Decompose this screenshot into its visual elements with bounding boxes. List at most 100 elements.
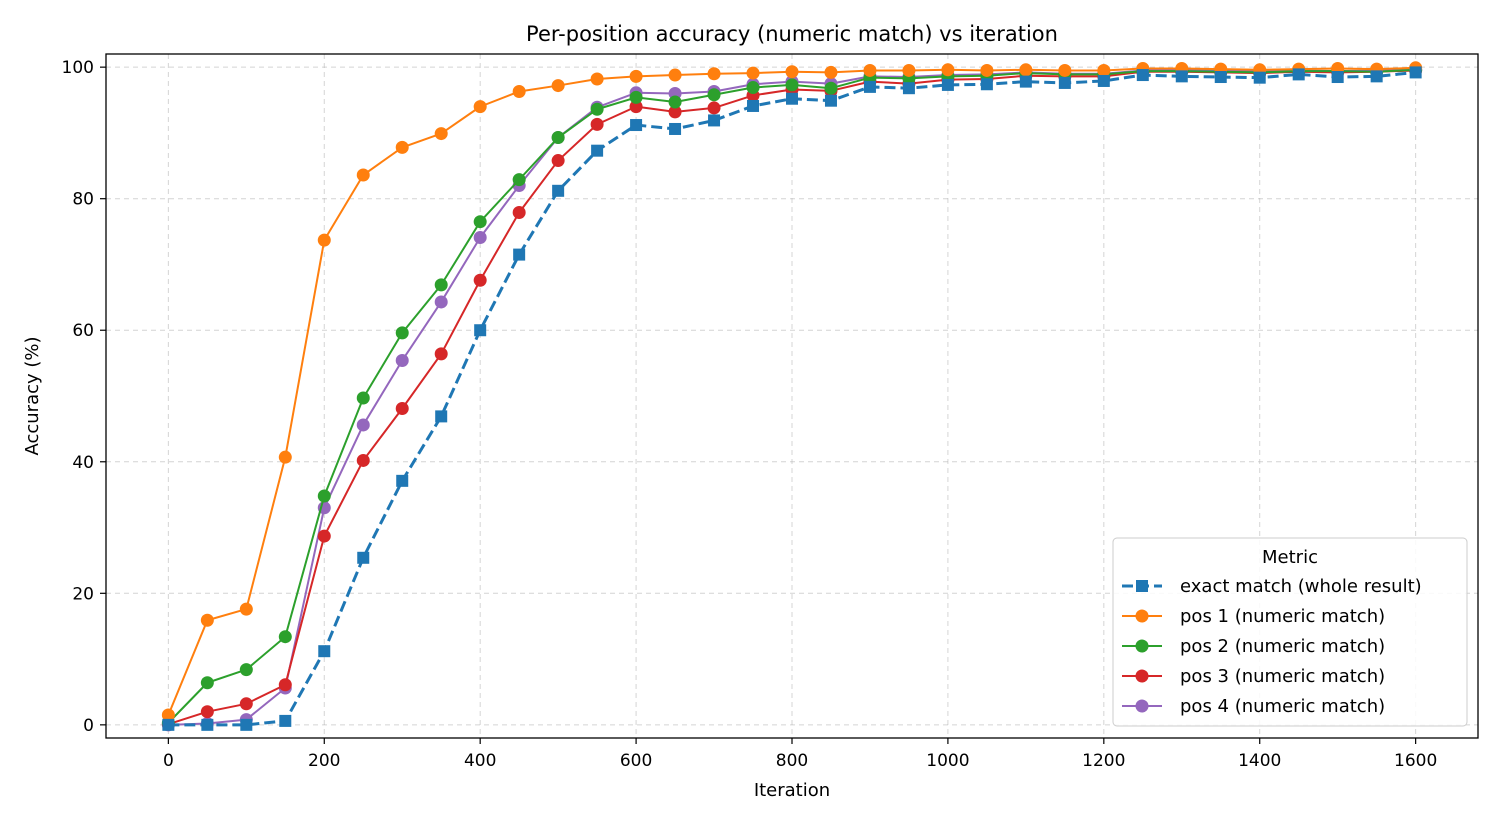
data-point bbox=[551, 154, 565, 168]
x-tick-label: 1400 bbox=[1238, 751, 1281, 771]
data-point bbox=[1253, 71, 1266, 84]
data-point bbox=[668, 105, 682, 119]
y-tick-label: 100 bbox=[62, 58, 94, 78]
x-tick-label: 200 bbox=[308, 751, 340, 771]
data-point bbox=[278, 450, 292, 464]
data-point bbox=[824, 65, 838, 79]
y-tick-label: 20 bbox=[72, 584, 94, 604]
legend-entry-2: pos 1 (numeric match) bbox=[1122, 606, 1385, 627]
data-point bbox=[239, 663, 253, 677]
series-2 bbox=[161, 61, 1423, 722]
data-point bbox=[629, 100, 643, 114]
y-tick-label: 60 bbox=[72, 321, 94, 341]
legend-marker bbox=[1135, 699, 1149, 713]
series-1 bbox=[162, 66, 1422, 731]
data-point bbox=[279, 714, 292, 727]
legend-entry-5: pos 4 (numeric match) bbox=[1122, 696, 1385, 717]
data-point bbox=[1058, 63, 1072, 77]
data-point bbox=[1175, 70, 1188, 83]
data-point bbox=[278, 630, 292, 644]
data-point bbox=[785, 78, 799, 92]
data-point bbox=[980, 78, 993, 91]
y-tick-label: 40 bbox=[72, 453, 94, 473]
data-point bbox=[200, 705, 214, 719]
data-point bbox=[434, 295, 448, 309]
data-point bbox=[668, 68, 682, 82]
data-point bbox=[356, 391, 370, 405]
axis-ticks: 0 200 400 600 800 1000 1200 1400 1600 0 20 40 60 80 10… bbox=[62, 58, 1438, 771]
data-point bbox=[318, 645, 331, 658]
data-point bbox=[473, 215, 487, 229]
data-point bbox=[512, 84, 526, 98]
data-point bbox=[1136, 69, 1149, 82]
data-point bbox=[473, 273, 487, 287]
data-point bbox=[941, 78, 954, 91]
data-point bbox=[629, 90, 643, 104]
data-point bbox=[357, 551, 370, 564]
x-tick-label: 1200 bbox=[1082, 751, 1125, 771]
data-point bbox=[1292, 68, 1305, 81]
data-point bbox=[434, 278, 448, 292]
series-group bbox=[161, 61, 1423, 732]
data-point bbox=[161, 708, 175, 722]
y-tick-label: 0 bbox=[83, 716, 94, 736]
data-point bbox=[1370, 70, 1383, 83]
data-point bbox=[707, 101, 721, 115]
data-point bbox=[239, 697, 253, 711]
data-point bbox=[1097, 74, 1110, 87]
data-point bbox=[902, 82, 915, 95]
data-point bbox=[707, 67, 721, 81]
data-point bbox=[395, 140, 409, 154]
data-point bbox=[434, 347, 448, 361]
data-point bbox=[395, 401, 409, 415]
legend-marker bbox=[1136, 580, 1148, 592]
y-tick-label: 80 bbox=[72, 190, 94, 210]
data-point bbox=[1058, 76, 1071, 89]
data-point bbox=[591, 144, 604, 157]
data-point bbox=[435, 410, 448, 423]
data-point bbox=[395, 326, 409, 340]
data-point bbox=[1214, 71, 1227, 84]
data-point bbox=[239, 602, 253, 616]
data-point bbox=[513, 248, 526, 261]
data-point bbox=[746, 81, 760, 95]
data-point bbox=[785, 65, 799, 79]
data-point bbox=[668, 95, 682, 109]
legend-label: pos 1 (numeric match) bbox=[1180, 606, 1385, 627]
data-point bbox=[551, 131, 565, 145]
x-tick-label: 600 bbox=[620, 751, 652, 771]
data-point bbox=[708, 114, 721, 127]
data-point bbox=[786, 92, 798, 105]
data-point bbox=[590, 102, 604, 116]
data-point bbox=[590, 117, 604, 131]
data-point bbox=[162, 718, 175, 731]
data-point bbox=[434, 127, 448, 141]
data-point bbox=[902, 63, 916, 77]
legend-label: pos 3 (numeric match) bbox=[1180, 666, 1385, 687]
data-point bbox=[396, 474, 409, 487]
data-point bbox=[1019, 75, 1032, 88]
data-point bbox=[863, 63, 877, 77]
legend-label: pos 4 (numeric match) bbox=[1180, 696, 1385, 717]
data-point bbox=[317, 529, 331, 543]
data-point bbox=[980, 63, 994, 77]
data-point bbox=[1019, 63, 1033, 77]
data-point bbox=[512, 173, 526, 187]
legend-label: exact match (whole result) bbox=[1180, 576, 1422, 597]
data-point bbox=[552, 184, 565, 197]
data-point bbox=[200, 676, 214, 690]
legend-entry-1: exact match (whole result) bbox=[1122, 576, 1422, 597]
data-point bbox=[941, 63, 955, 77]
legend-marker bbox=[1135, 609, 1149, 623]
x-tick-label: 1000 bbox=[926, 751, 969, 771]
data-point bbox=[630, 119, 643, 132]
data-point bbox=[824, 81, 838, 95]
legend-label: pos 2 (numeric match) bbox=[1180, 636, 1385, 657]
data-point bbox=[200, 613, 214, 627]
data-point bbox=[278, 678, 292, 692]
data-point bbox=[747, 99, 760, 112]
data-point bbox=[395, 353, 409, 367]
data-point bbox=[473, 230, 487, 244]
data-point bbox=[512, 206, 526, 220]
